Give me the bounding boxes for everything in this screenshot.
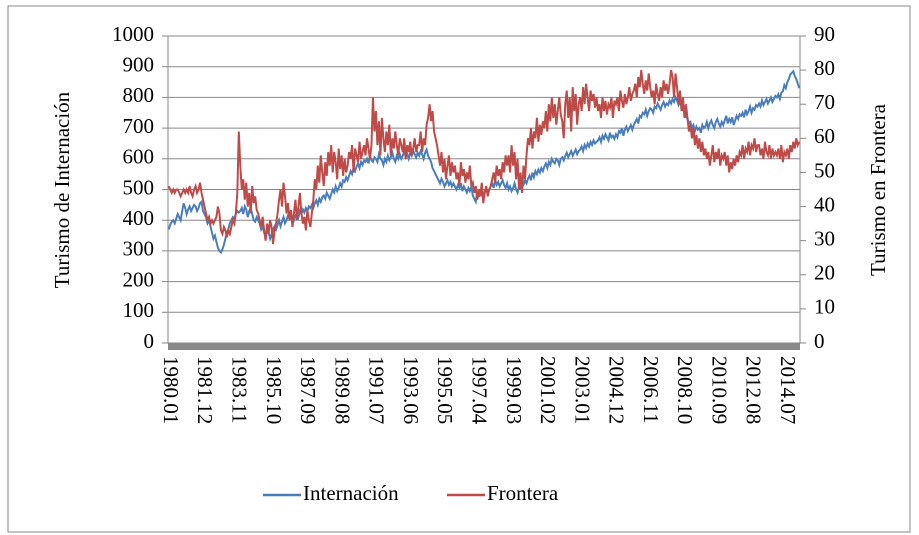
y-tick-label: 700 bbox=[123, 114, 155, 138]
x-tick-label: 1985.10 bbox=[262, 356, 286, 424]
chart-frame bbox=[7, 5, 911, 533]
x-tick-label: 2003.01 bbox=[570, 356, 594, 424]
x-tick-label: 1995.05 bbox=[433, 356, 457, 424]
y2-tick-label: 40 bbox=[814, 192, 835, 216]
y2-tick-label: 20 bbox=[814, 261, 835, 285]
x-tick-label: 1991.07 bbox=[365, 356, 389, 424]
x-axis-band bbox=[168, 343, 800, 350]
x-tick-label: 2010.09 bbox=[707, 356, 731, 424]
y-axis-title: Turismo de Internación bbox=[50, 91, 74, 288]
y2-axis-title: Turismo en Frontera bbox=[866, 103, 890, 276]
legend-label: Internación bbox=[303, 481, 399, 505]
y2-tick-label: 50 bbox=[814, 158, 835, 182]
y-tick-label: 0 bbox=[144, 329, 155, 353]
y-tick-label: 200 bbox=[123, 267, 155, 291]
x-tick-label: 1987.09 bbox=[296, 356, 320, 424]
y2-tick-label: 90 bbox=[814, 22, 835, 46]
y-tick-label: 900 bbox=[123, 53, 155, 77]
y-tick-label: 1000 bbox=[112, 22, 154, 46]
y-tick-label: 800 bbox=[123, 83, 155, 107]
y2-tick-label: 0 bbox=[814, 329, 825, 353]
x-tick-label: 1983.11 bbox=[227, 356, 251, 423]
y-tick-label: 600 bbox=[123, 145, 155, 169]
legend-label: Frontera bbox=[487, 481, 559, 505]
x-tick-label: 2014.07 bbox=[776, 356, 800, 424]
x-tick-label: 1993.06 bbox=[399, 356, 423, 424]
x-tick-label: 2006.11 bbox=[639, 356, 663, 423]
x-tick-label: 2001.02 bbox=[536, 356, 560, 424]
x-tick-label: 1981.12 bbox=[193, 356, 217, 424]
x-tick-label: 1997.04 bbox=[467, 356, 491, 425]
x-tick-label: 2004.12 bbox=[605, 356, 629, 424]
y-tick-label: 100 bbox=[123, 298, 155, 322]
y-tick-label: 300 bbox=[123, 237, 155, 261]
x-tick-label: 2012.08 bbox=[742, 356, 766, 424]
y2-tick-label: 30 bbox=[814, 226, 835, 250]
y2-tick-label: 60 bbox=[814, 124, 835, 148]
x-tick-label: 1999.03 bbox=[502, 356, 526, 424]
y-tick-label: 400 bbox=[123, 206, 155, 230]
x-tick-label: 2008.10 bbox=[673, 356, 697, 424]
y2-tick-label: 10 bbox=[814, 295, 835, 319]
y2-tick-label: 80 bbox=[814, 56, 835, 80]
y2-tick-label: 70 bbox=[814, 90, 835, 114]
x-tick-label: 1989.08 bbox=[330, 356, 354, 424]
y-tick-label: 500 bbox=[123, 175, 155, 199]
x-tick-label: 1980.01 bbox=[159, 356, 183, 424]
series-line bbox=[167, 69, 801, 245]
